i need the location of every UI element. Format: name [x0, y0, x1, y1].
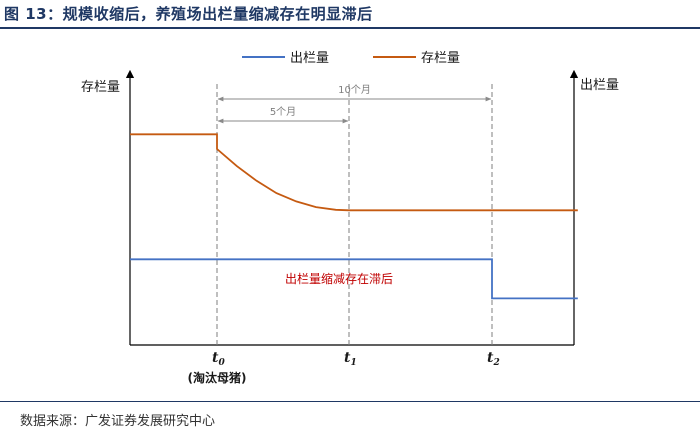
title-divider	[0, 27, 700, 29]
time-tick-labels: t0 (淘汰母猪) t1 t2	[188, 350, 500, 385]
legend-label-stock: 存栏量	[421, 51, 460, 66]
series-line-output	[130, 258, 578, 300]
time-guides	[216, 84, 493, 345]
source-divider	[0, 401, 700, 402]
source-note: 数据来源：广发证券发展研究中心	[20, 414, 216, 429]
span-label-0: 5个月	[270, 106, 296, 118]
series-line-stock	[130, 133, 578, 212]
chart: 出栏量 存栏量 存栏量 出栏量 5个月 10个月 t0 (淘汰母猪) t1 t2 出栏量…	[81, 51, 619, 385]
right-axis-label: 出栏量	[580, 78, 619, 93]
lag-annotation: 出栏量缩减存在滞后	[285, 271, 393, 286]
tick-label-t0: t0	[212, 350, 225, 368]
legend-label-out: 出栏量	[290, 51, 329, 66]
duration-spans: 5个月 10个月	[217, 84, 492, 124]
tick-label-t2: t2	[487, 350, 500, 368]
figure-title: 图 13：规模收缩后，养殖场出栏量缩减存在明显滞后	[4, 5, 373, 23]
tick-note-t0: (淘汰母猪)	[188, 370, 247, 385]
left-axis-label: 存栏量	[81, 80, 120, 95]
tick-label-t1: t1	[344, 350, 357, 368]
series-layer	[130, 133, 578, 300]
legend: 出栏量 存栏量	[242, 51, 460, 66]
span-label-1: 10个月	[338, 84, 371, 96]
